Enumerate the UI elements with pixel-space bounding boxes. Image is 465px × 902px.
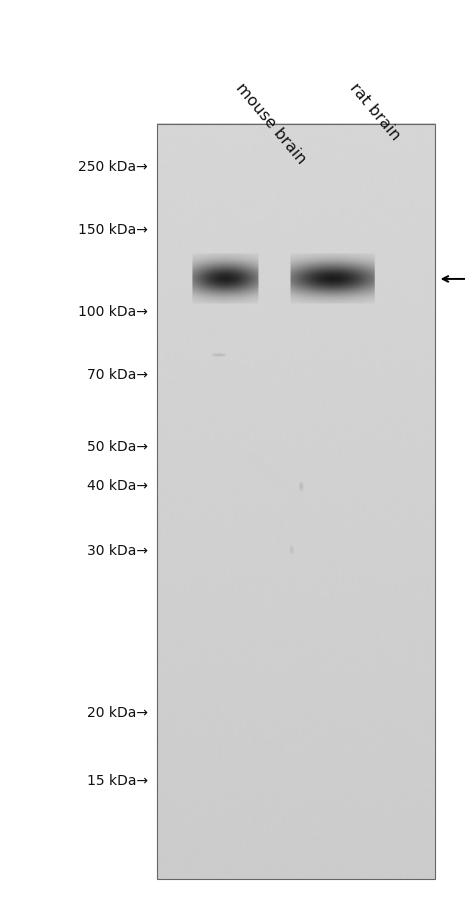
Text: 70 kDa→: 70 kDa→: [87, 367, 148, 382]
Bar: [157, 124, 435, 879]
Text: 40 kDa→: 40 kDa→: [87, 478, 148, 492]
Text: 100 kDa→: 100 kDa→: [78, 304, 148, 318]
Text: 50 kDa→: 50 kDa→: [87, 439, 148, 454]
Text: rat brain: rat brain: [346, 80, 403, 143]
Text: 30 kDa→: 30 kDa→: [87, 543, 148, 557]
Text: 250 kDa→: 250 kDa→: [79, 160, 148, 174]
Text: mouse brain: mouse brain: [232, 80, 309, 167]
Text: WWW.PTGLAB.COM: WWW.PTGLAB.COM: [243, 449, 349, 555]
Text: 150 kDa→: 150 kDa→: [78, 223, 148, 237]
Text: 15 kDa→: 15 kDa→: [87, 773, 148, 787]
Text: 20 kDa→: 20 kDa→: [87, 705, 148, 720]
